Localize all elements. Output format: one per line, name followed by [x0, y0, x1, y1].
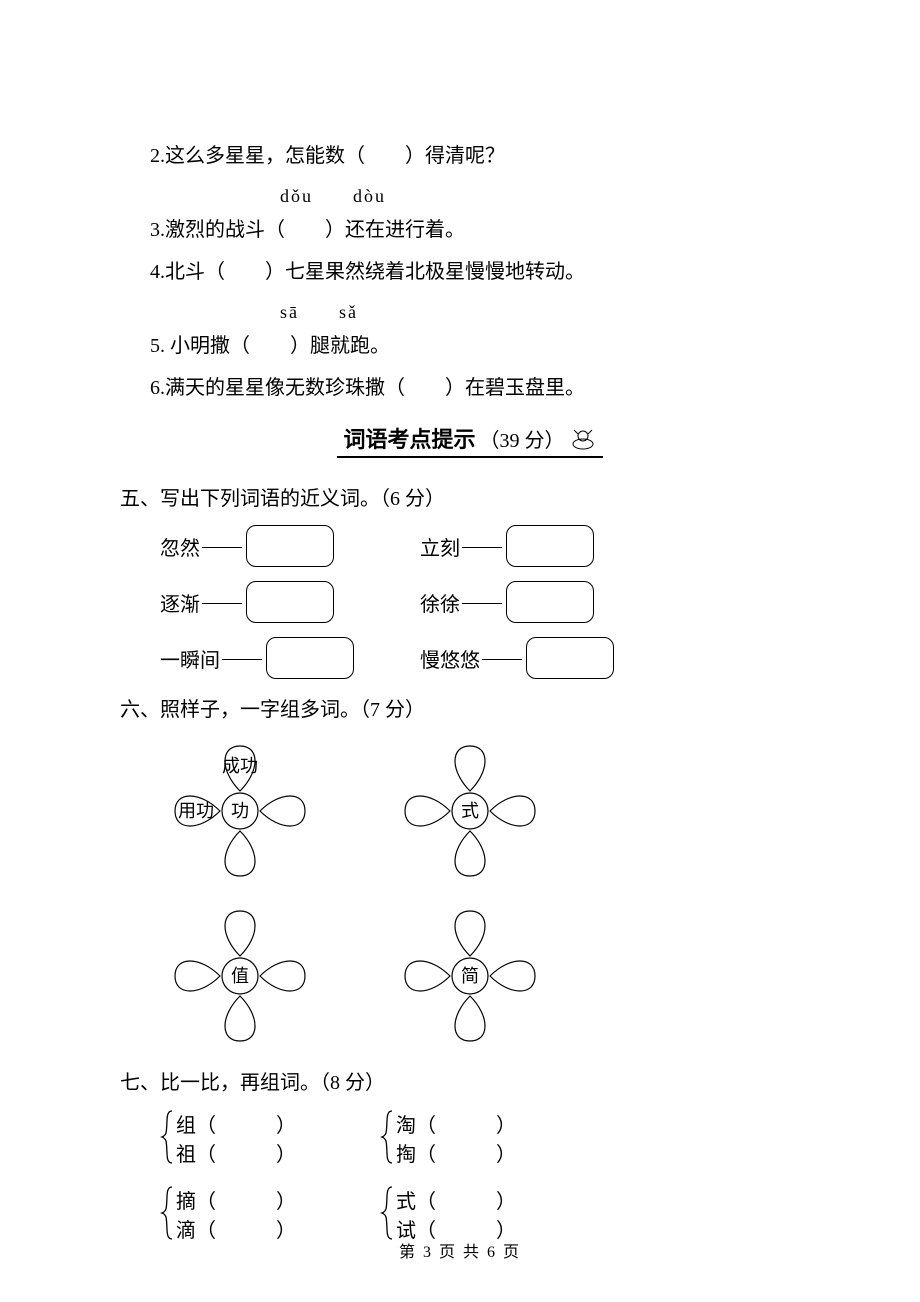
flower-left: 用功	[178, 801, 214, 821]
syn-word: 慢悠悠	[420, 644, 480, 673]
syn-word: 一瞬间	[160, 644, 220, 673]
flower-center: 值	[231, 966, 249, 986]
syn-dash: ——	[202, 535, 242, 558]
syn-word: 徐徐	[420, 588, 460, 617]
compare-block: 组（ ） 祖（ ） 淘（ ） 掏（ ）	[160, 1109, 820, 1247]
compare-group: 淘（ ） 掏（ ）	[380, 1109, 600, 1171]
banner-icon	[569, 426, 597, 450]
brace-icon	[160, 1109, 174, 1165]
section-6-head: 六、照样子，一字组多词。（7 分）	[120, 693, 820, 722]
banner-title: 词语考点提示	[343, 422, 475, 454]
compare-group: 组（ ） 祖（ ）	[160, 1109, 380, 1171]
flower-diagram: 值	[160, 901, 320, 1051]
syn-pair: 徐徐 ——	[420, 581, 680, 623]
syn-word: 逐渐	[160, 588, 200, 617]
section-5-head: 五、写出下列词语的近义词。（6 分）	[120, 482, 820, 511]
answer-box[interactable]	[506, 581, 594, 623]
answer-box[interactable]	[506, 525, 594, 567]
answer-box[interactable]	[246, 525, 334, 567]
brace-icon	[160, 1185, 174, 1241]
question-3: 3.激烈的战斗（ ）还在进行着。	[150, 214, 820, 246]
flower-row: 值 简	[160, 901, 820, 1056]
brace-icon	[380, 1109, 394, 1165]
syn-dash: ——	[202, 591, 242, 614]
synonym-block: 忽然 —— 立刻 —— 逐渐 —— 徐徐 ——	[120, 525, 820, 679]
syn-word: 立刻	[420, 532, 460, 561]
pinyin-34: dǒu dòu	[280, 182, 820, 208]
page-footer: 第 3 页 共 6 页	[0, 1238, 920, 1262]
question-6: 6.满天的星星像无数珍珠撒（ ）在碧玉盘里。	[150, 372, 820, 404]
syn-dash: ——	[462, 535, 502, 558]
syn-pair: 忽然 ——	[160, 525, 420, 567]
banner-points: （39 分）	[480, 424, 565, 453]
flower-center: 式	[461, 801, 479, 821]
syn-word: 忽然	[160, 532, 200, 561]
syn-pair: 立刻 ——	[420, 525, 680, 567]
flower-top: 成功	[222, 756, 258, 776]
syn-pair: 慢悠悠 ——	[420, 637, 680, 679]
answer-box[interactable]	[526, 637, 614, 679]
question-4: 4.北斗（ ）七星果然绕着北极星慢慢地转动。	[150, 256, 820, 288]
flower-row: 功 成功 用功 式	[160, 736, 820, 891]
pinyin-56: sā sǎ	[280, 298, 820, 324]
question-2: 2.这么多星星，怎能数（ ）得清呢？	[150, 140, 820, 172]
compare-item: 淘（ ）	[396, 1109, 516, 1138]
compare-item: 祖（ ）	[176, 1138, 296, 1167]
syn-pair: 一瞬间 ——	[160, 637, 420, 679]
flower-center: 简	[461, 966, 479, 986]
flower-diagram: 式	[390, 736, 550, 886]
flower-diagram: 功 成功 用功	[160, 736, 320, 886]
syn-dash: ——	[462, 591, 502, 614]
syn-dash: ——	[222, 647, 262, 670]
compare-item: 式（ ）	[396, 1185, 516, 1214]
compare-item: 摘（ ）	[176, 1185, 296, 1214]
compare-item: 组（ ）	[176, 1109, 296, 1138]
brace-icon	[380, 1185, 394, 1241]
flower-center: 功	[231, 801, 249, 821]
answer-box[interactable]	[266, 637, 354, 679]
answer-box[interactable]	[246, 581, 334, 623]
syn-pair: 逐渐 ——	[160, 581, 420, 623]
compare-item: 掏（ ）	[396, 1138, 516, 1167]
section-banner: 词语考点提示 （39 分）	[120, 422, 820, 458]
flower-diagram: 简	[390, 901, 550, 1051]
question-5: 5. 小明撒（ ）腿就跑。	[150, 330, 820, 362]
syn-dash: ——	[482, 647, 522, 670]
section-7-head: 七、比一比，再组词。（8 分）	[120, 1066, 820, 1095]
page: 2.这么多星星，怎能数（ ）得清呢？ dǒu dòu 3.激烈的战斗（ ）还在进…	[0, 0, 920, 1302]
